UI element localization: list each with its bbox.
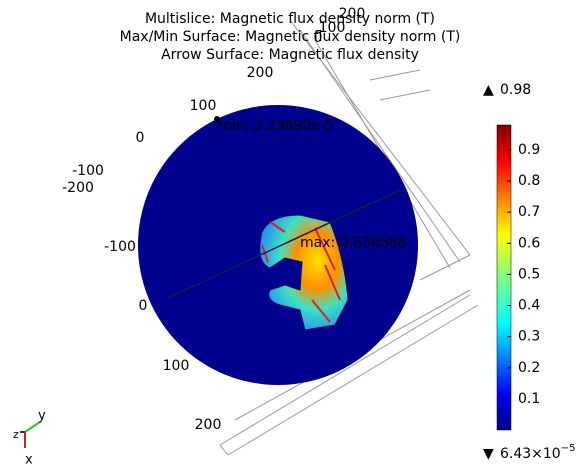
colorbar-min: 6.43×10−5 — [500, 443, 575, 462]
plot: min: 3.23690e-5 max: 0.638588 ▲ 0.98 ▼ 6… — [0, 0, 581, 471]
triad-z: z — [13, 428, 19, 441]
title-line: Max/Min Surface: Magnetic flux density n… — [120, 29, 461, 45]
axis-tick-label: -100 — [72, 163, 104, 179]
triad: y z x — [13, 409, 46, 468]
colorbar-min-arrow: ▼ — [483, 446, 494, 462]
colorbar-tick-label: 0.7 — [518, 204, 540, 220]
min-exp: −5 — [561, 443, 576, 454]
axis-tick-label: 100 — [190, 98, 217, 114]
colorbar-tick-label: 0.3 — [518, 329, 540, 345]
title-line: Multislice: Magnetic flux density norm (… — [145, 11, 435, 27]
axis-tick-label: 100 — [163, 358, 190, 374]
colorbar-tick-label: 0.8 — [518, 173, 540, 189]
colorbar-tick-label: 0.6 — [518, 235, 540, 251]
axis-tick-label: 200 — [195, 417, 222, 433]
axis-tick-label: 100 — [319, 20, 346, 36]
triad-x: x — [25, 453, 33, 468]
colorbar-max: 0.98 — [500, 82, 531, 98]
colorbar-max-arrow: ▲ — [483, 82, 494, 98]
colorbar-tick-label: 0.1 — [518, 391, 540, 407]
colorbar-tick-label: 0.9 — [518, 142, 540, 158]
axis-tick-label: 0 — [139, 298, 148, 314]
colorbar-tick-label: 0.4 — [518, 298, 540, 314]
colorbar-tick-label: 0.5 — [518, 266, 540, 282]
max-annotation: max: 0.638588 — [300, 235, 406, 251]
triad-y: y — [38, 409, 46, 424]
axis-tick-label: -200 — [62, 180, 94, 196]
colorbar-tick-label: 0.2 — [518, 360, 540, 376]
axis-tick-label: 0 — [136, 130, 145, 146]
title-line: Arrow Surface: Magnetic flux density — [161, 47, 419, 63]
colorbar — [497, 125, 511, 430]
min-base: 6.43×10 — [500, 446, 561, 462]
axis-tick-label: -100 — [104, 239, 136, 255]
min-annotation: min: 3.23690e-5 — [218, 118, 334, 134]
axis-tick-label: 200 — [247, 65, 274, 81]
axis-tick-label: 0 — [314, 30, 323, 46]
